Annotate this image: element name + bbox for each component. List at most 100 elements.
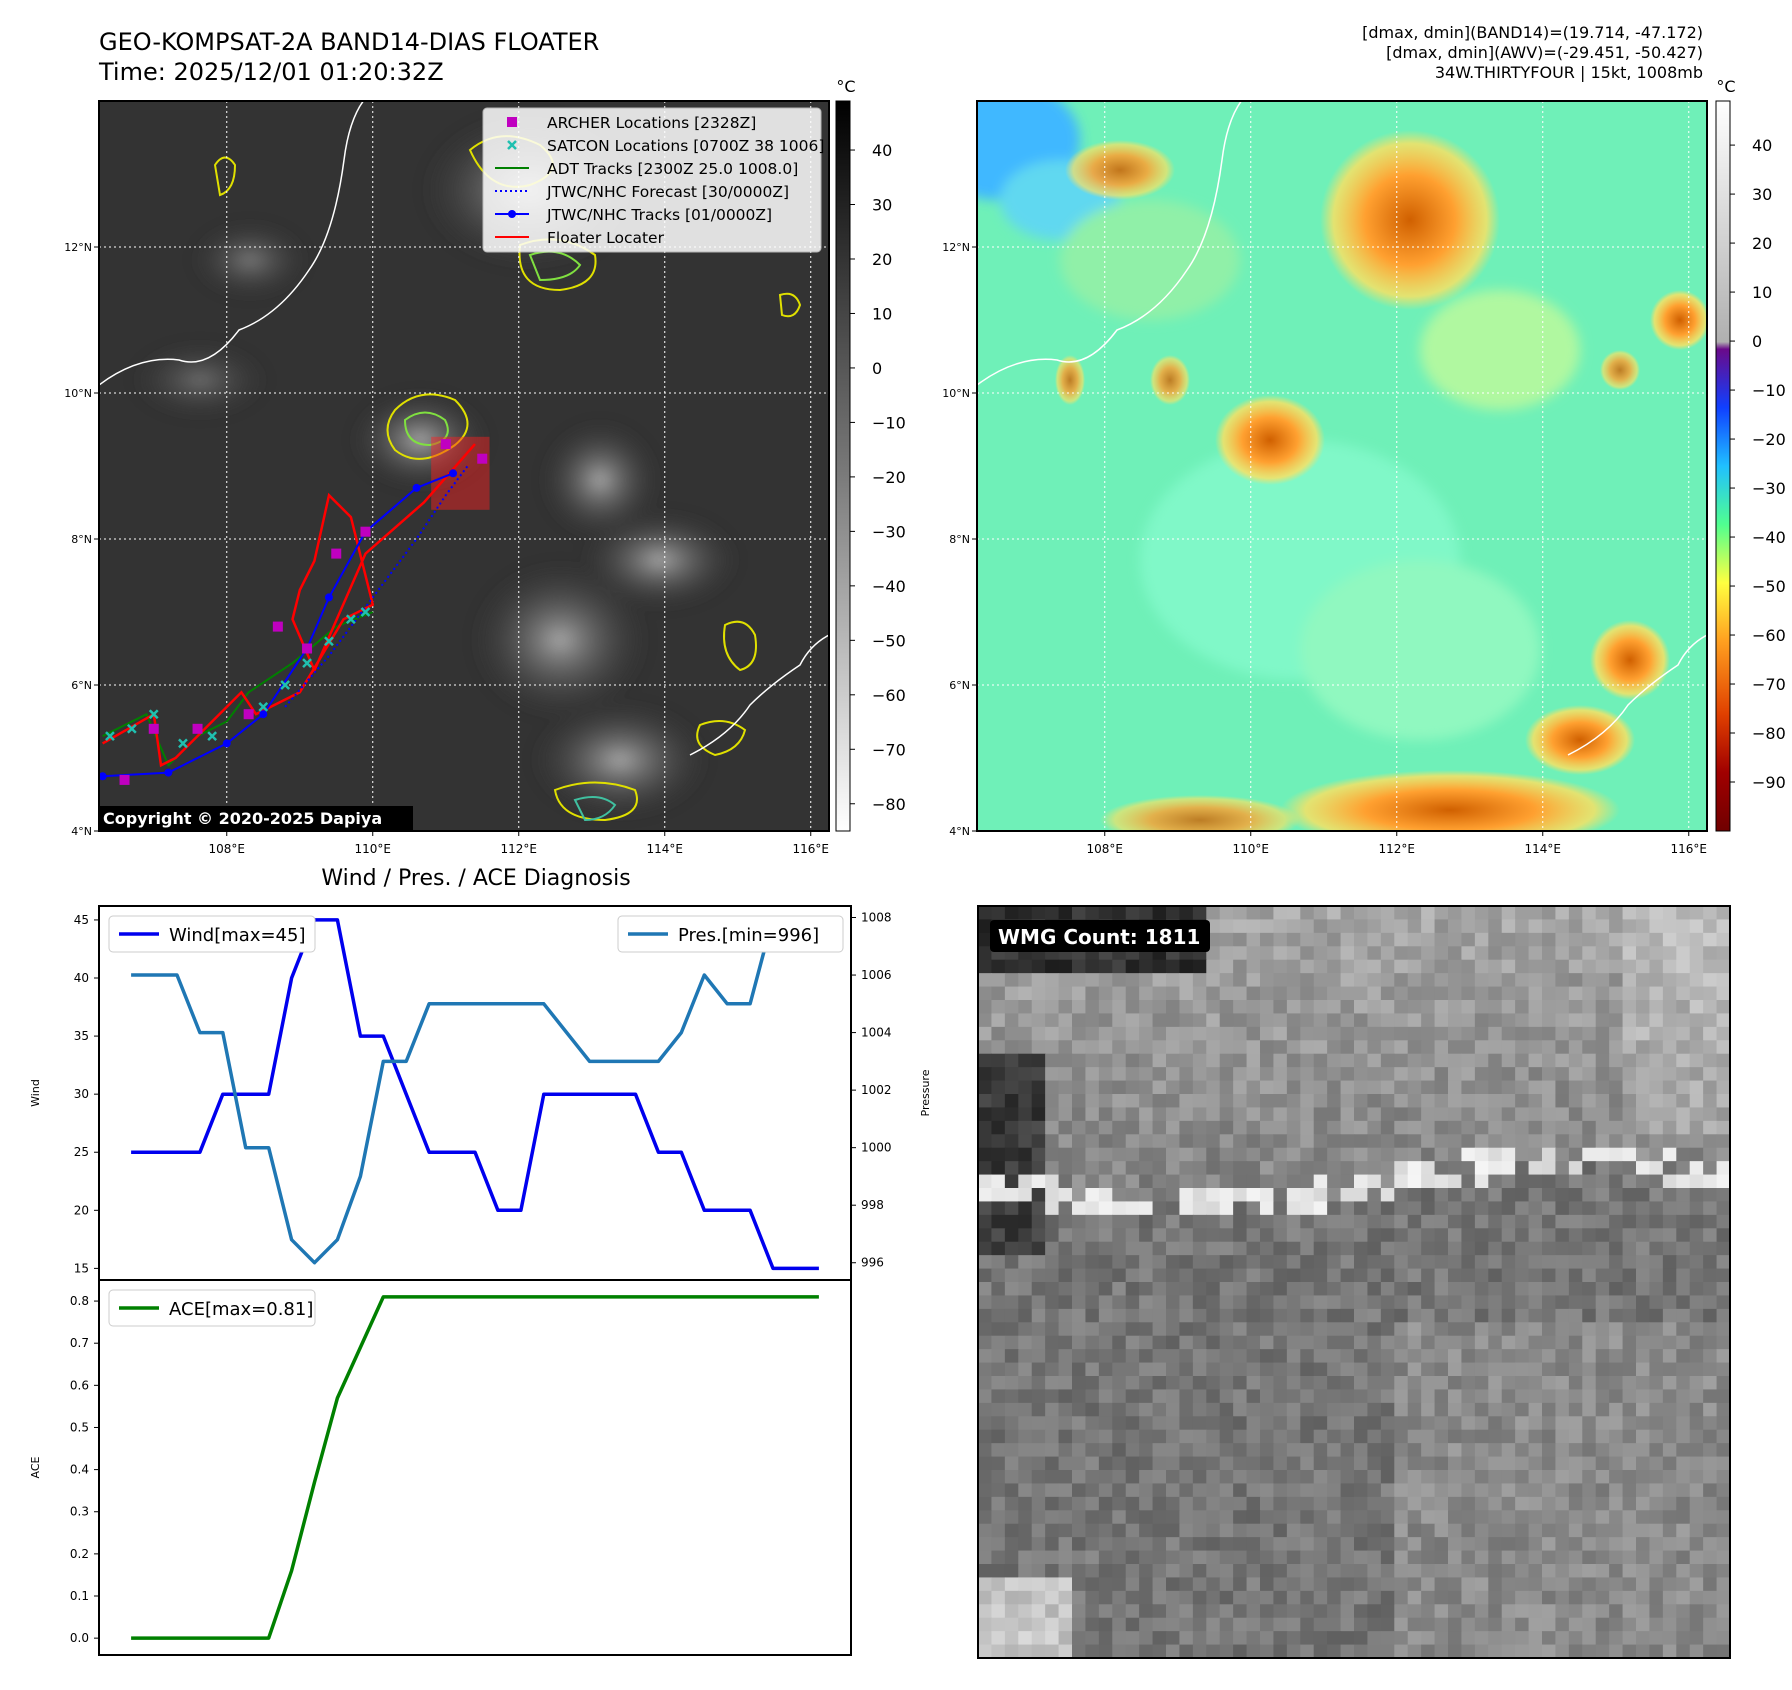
wmg-pixel [1501, 1335, 1516, 1350]
wmg-pixel [1367, 1322, 1382, 1337]
wmg-pixel [1501, 1013, 1516, 1028]
wmg-pixel [1219, 1577, 1234, 1592]
satcon-point [148, 709, 159, 720]
wmg-pixel [1098, 1322, 1113, 1337]
wmg-pixel [1716, 1067, 1730, 1082]
wmg-pixel [1367, 1577, 1382, 1592]
wmg-pixel [1582, 1134, 1597, 1149]
wmg-pixel [1421, 1067, 1436, 1082]
wmg-pixel [1716, 973, 1730, 988]
wmg-pixel [1528, 1617, 1543, 1632]
wmg-pixel [1260, 959, 1275, 974]
lat-tick-label: 12°N [64, 241, 92, 254]
wmg-pixel [1488, 1013, 1503, 1028]
wmg-pixel [1072, 1631, 1087, 1646]
wmg-pixel [991, 1523, 1006, 1538]
awv-axis-ticks: 108°E 110°E 112°E 114°E 116°E12°N10°N8°N6°N4… [942, 241, 1707, 856]
legend-marker-x [507, 140, 517, 150]
wmg-pixel [1300, 1416, 1315, 1431]
wmg-pixel [1703, 1214, 1718, 1229]
wmg-pixel [1354, 973, 1369, 988]
wmg-pixel [1636, 1094, 1651, 1109]
wmg-pixel [1072, 1376, 1087, 1391]
wmg-pixel [1085, 1107, 1100, 1122]
wmg-pixel [1327, 1013, 1342, 1028]
wmg-pixel [1354, 1429, 1369, 1444]
wmg-pixel [1031, 1429, 1046, 1444]
wmg-pixel [1515, 1080, 1530, 1095]
wmg-pixel [1689, 1523, 1704, 1538]
wmg-pixel [1246, 1040, 1261, 1055]
wmg-pixel [1474, 1644, 1489, 1658]
wmg-pixel [1354, 1617, 1369, 1632]
ir-colorbar-unit: °C [836, 77, 855, 96]
legend-marker-square [507, 117, 517, 127]
wmg-pixel [1582, 1255, 1597, 1270]
wmg-pixel [1286, 906, 1301, 921]
wmg-pixel [1233, 1564, 1248, 1579]
wmg-pixel [1380, 1322, 1395, 1337]
wmg-pixel [1098, 1510, 1113, 1525]
wmg-pixel [1152, 1577, 1167, 1592]
wmg-pixel [1542, 1631, 1557, 1646]
wmg-pixel [1152, 1362, 1167, 1377]
wmg-pixel [991, 1161, 1006, 1176]
wmg-pixel [1394, 1376, 1409, 1391]
wmg-pixel [1045, 1362, 1060, 1377]
wmg-pixel [1152, 1201, 1167, 1216]
wmg-pixel [1488, 1268, 1503, 1283]
wmg-pixel [1327, 1174, 1342, 1189]
wmg-pixel [1058, 1080, 1073, 1095]
wmg-pixel [1703, 1470, 1718, 1485]
wmg-pixel [1716, 1094, 1730, 1109]
wmg-pixel [1448, 1577, 1463, 1592]
wmg-pixel [1434, 1026, 1449, 1041]
wmg-pixel [1595, 1429, 1610, 1444]
wmg-pixel [1018, 1308, 1033, 1323]
wmg-pixel [1300, 1362, 1315, 1377]
wmg-pixel [1219, 1241, 1234, 1256]
wmg-pixel [1045, 1550, 1060, 1565]
wmg-pixel [1340, 1120, 1355, 1135]
wmg-pixel [1622, 1026, 1637, 1041]
wmg-pixel [1662, 1174, 1677, 1189]
wmg-pixel [1501, 1349, 1516, 1364]
chart-frame [98, 905, 852, 1281]
wmg-pixel [1434, 1429, 1449, 1444]
wmg-pixel [1703, 1537, 1718, 1552]
wmg-pixel [1004, 1564, 1019, 1579]
wmg-pixel [1689, 1483, 1704, 1498]
wmg-pixel [1662, 1067, 1677, 1082]
wmg-pixel [1609, 1000, 1624, 1015]
wmg-pixel [1703, 1201, 1718, 1216]
wmg-pixel [1528, 1523, 1543, 1538]
wmg-pixel [1394, 1416, 1409, 1431]
wmg-pixel [1461, 1295, 1476, 1310]
wmg-pixel [1125, 973, 1140, 988]
wmg-pixel [1179, 1094, 1194, 1109]
wmg-pixel [1166, 1362, 1181, 1377]
wmg-pixel [1515, 1523, 1530, 1538]
wmg-pixel [1273, 1362, 1288, 1377]
wmg-pixel [978, 1483, 993, 1498]
wmg-pixel [1233, 1013, 1248, 1028]
wmg-pixel [1233, 1282, 1248, 1297]
wmg-pixel [1595, 1590, 1610, 1605]
wmg-pixel [1542, 1416, 1557, 1431]
wmg-pixel [1085, 1214, 1100, 1229]
wmg-pixel [1582, 1335, 1597, 1350]
wmg-pixel [1072, 1577, 1087, 1592]
wmg-pixel [1609, 1322, 1624, 1337]
wmg-pixel [1125, 1268, 1140, 1283]
wmg-pixel [1662, 1429, 1677, 1444]
wmg-pixel [1072, 1282, 1087, 1297]
wmg-pixel [1260, 1617, 1275, 1632]
wmg-pixel [1716, 1335, 1730, 1350]
wmg-pixel [1394, 1537, 1409, 1552]
wmg-pixel [1434, 1617, 1449, 1632]
wmg-pixel [1246, 1496, 1261, 1511]
wmg-pixel [1474, 1161, 1489, 1176]
wmg-pixel [1434, 1188, 1449, 1203]
wmg-pixel [1609, 1026, 1624, 1041]
wmg-pixel [1595, 1040, 1610, 1055]
